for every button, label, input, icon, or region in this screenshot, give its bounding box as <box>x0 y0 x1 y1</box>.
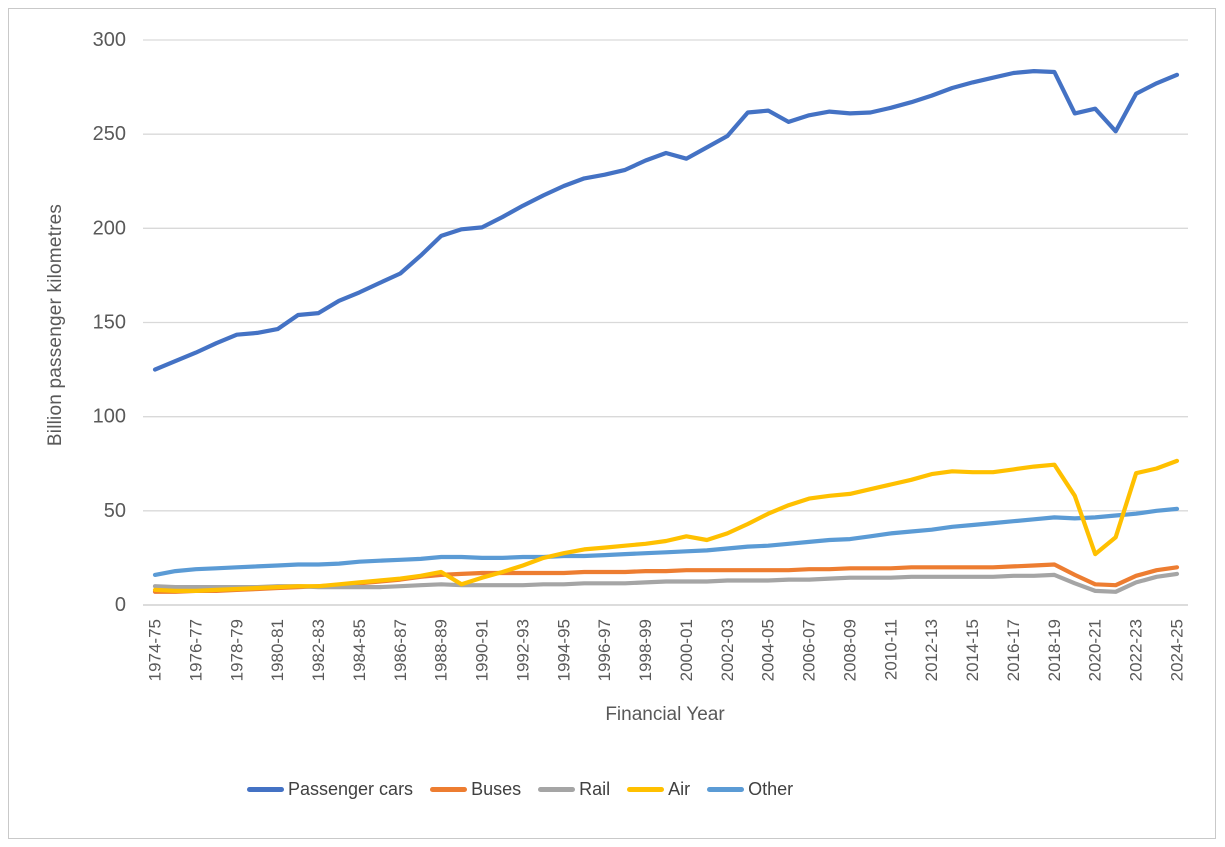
legend-swatch-other <box>707 787 745 792</box>
legend-label-rail: Rail <box>579 779 611 799</box>
y-tick-label-300: 300 <box>93 29 126 51</box>
y-tick-label-250: 250 <box>93 123 126 145</box>
legend-label-passenger-cars: Passenger cars <box>288 779 414 799</box>
x-tick-label-1980-81: 1980-81 <box>268 619 287 681</box>
legend-swatch-passenger-cars <box>247 787 284 792</box>
y-tick-label-200: 200 <box>93 217 126 239</box>
legend-item-rail[interactable]: Rail <box>538 779 610 800</box>
x-tick-label-1994-95: 1994-95 <box>554 619 573 681</box>
x-tick-label-1976-77: 1976-77 <box>186 619 205 681</box>
legend-label-air: Air <box>668 779 691 799</box>
x-tick-label-2016-17: 2016-17 <box>1004 619 1023 681</box>
y-tick-label-0: 0 <box>115 594 126 616</box>
x-tick-label-2022-23: 2022-23 <box>1127 619 1146 681</box>
x-tick-label-1984-85: 1984-85 <box>350 619 369 681</box>
legend-item-passenger-cars[interactable]: Passenger cars <box>247 779 413 800</box>
x-tick-label-2012-13: 2012-13 <box>922 619 941 681</box>
y-axis-title: Billion passenger kilometres <box>45 203 66 447</box>
y-tick-label-150: 150 <box>93 312 126 334</box>
x-tick-label-2018-19: 2018-19 <box>1045 619 1064 681</box>
x-tick-label-1978-79: 1978-79 <box>227 619 246 681</box>
legend: Passenger cars Buses Rail Air Other <box>247 779 793 800</box>
x-tick-label-2006-07: 2006-07 <box>800 619 819 681</box>
x-tick-label-2008-09: 2008-09 <box>840 619 859 681</box>
x-tick-label-1998-99: 1998-99 <box>636 619 655 681</box>
y-tick-label-50: 50 <box>104 500 126 522</box>
x-tick-label-1996-97: 1996-97 <box>595 619 614 681</box>
series-line-other[interactable] <box>152 506 1180 578</box>
x-tick-label-1988-89: 1988-89 <box>432 619 451 681</box>
series-line-rail[interactable] <box>152 571 1180 594</box>
y-tick-label-100: 100 <box>93 406 126 428</box>
legend-label-buses: Buses <box>471 779 522 799</box>
x-tick-label-2014-15: 2014-15 <box>963 619 982 681</box>
x-tick-label-2004-05: 2004-05 <box>759 619 778 681</box>
x-tick-label-1986-87: 1986-87 <box>391 619 410 681</box>
series-line-passenger-cars[interactable] <box>152 68 1180 372</box>
series-line-air[interactable] <box>152 458 1180 594</box>
legend-item-buses[interactable]: Buses <box>430 779 521 800</box>
x-tick-label-2024-25: 2024-25 <box>1168 619 1187 681</box>
legend-swatch-buses <box>430 787 468 792</box>
x-axis-title: Financial Year <box>605 704 725 725</box>
x-tick-label-2000-01: 2000-01 <box>677 619 696 681</box>
legend-swatch-air <box>627 787 665 792</box>
x-tick-label-1990-91: 1990-91 <box>473 619 492 681</box>
legend-label-other: Other <box>748 779 794 799</box>
x-tick-label-2010-11: 2010-11 <box>881 619 900 680</box>
x-tick-label-1982-83: 1982-83 <box>309 619 328 681</box>
chart-border <box>8 8 1216 839</box>
legend-swatch-rail <box>538 787 576 792</box>
legend-item-other[interactable]: Other <box>707 779 793 800</box>
legend-item-air[interactable]: Air <box>627 779 690 800</box>
x-tick-label-2002-03: 2002-03 <box>718 619 737 681</box>
x-tick-label-2020-21: 2020-21 <box>1086 619 1105 681</box>
x-tick-label-1974-75: 1974-75 <box>146 619 165 681</box>
x-tick-label-1992-93: 1992-93 <box>513 619 532 681</box>
